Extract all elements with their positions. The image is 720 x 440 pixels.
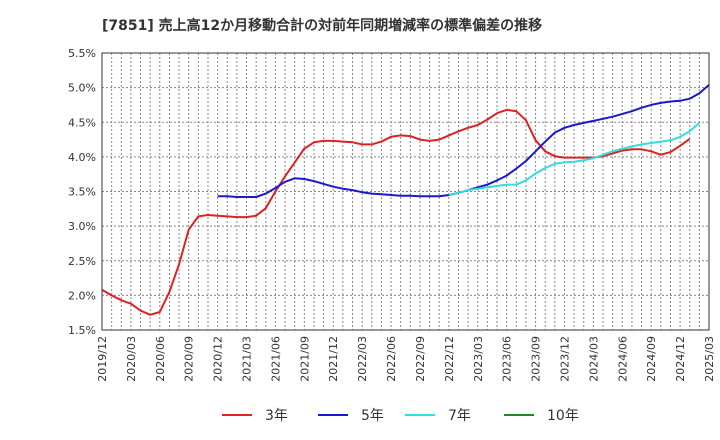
y-tick-label: 5.0%	[68, 82, 96, 95]
x-tick-label: 2021/09	[298, 336, 311, 382]
x-tick-label: 2025/03	[703, 336, 716, 382]
y-axis-ticks: 1.5% 2.0% 2.5% 3.0% 3.5% 4.0% 4.5% 5.0% 5.5%	[68, 47, 96, 337]
y-tick-label: 4.5%	[68, 116, 96, 129]
x-tick-label: 2019/12	[96, 336, 109, 382]
x-axis-ticks: 2019/12 2020/03 2020/06 2020/09 2020/12 2021/…	[96, 336, 716, 382]
y-tick-label: 3.0%	[68, 220, 96, 233]
x-tick-label: 2023/03	[472, 336, 485, 382]
x-tick-label: 2024/06	[616, 336, 629, 382]
y-tick-label: 1.5%	[68, 324, 96, 337]
plot-area	[102, 53, 709, 330]
legend-label: 10年	[547, 408, 579, 424]
y-tick-label: 4.0%	[68, 151, 96, 164]
x-tick-label: 2021/12	[327, 336, 340, 382]
legend-label: 5年	[361, 408, 384, 424]
plot-border	[101, 52, 710, 331]
x-tick-label: 2020/03	[125, 336, 138, 382]
x-tick-label: 2022/12	[443, 336, 456, 382]
x-tick-label: 2023/09	[530, 336, 543, 382]
legend-label: 7年	[448, 408, 471, 424]
x-tick-label: 2024/03	[587, 336, 600, 382]
x-tick-label: 2023/12	[558, 336, 571, 382]
x-tick-label: 2020/12	[212, 336, 225, 382]
legend-label: 3年	[265, 408, 288, 424]
x-tick-label: 2024/12	[674, 336, 687, 382]
x-tick-label: 2020/09	[183, 336, 196, 382]
y-tick-label: 3.5%	[68, 186, 96, 199]
x-tick-label: 2021/06	[269, 336, 282, 382]
series-line	[101, 108, 691, 316]
x-tick-label: 2022/09	[414, 336, 427, 382]
x-tick-label: 2023/06	[501, 336, 514, 382]
x-tick-label: 2021/03	[241, 336, 254, 382]
x-tick-label: 2022/03	[356, 336, 369, 382]
x-tick-label: 2020/06	[154, 336, 167, 382]
x-tick-label: 2024/09	[645, 336, 658, 382]
series-line	[448, 122, 701, 196]
y-tick-label: 5.5%	[68, 47, 96, 60]
series-lines	[101, 84, 710, 316]
chart-title: [7851] 売上高12か月移動合計の対前年同期増減率の標準偏差の推移	[102, 17, 542, 34]
grid	[102, 53, 709, 330]
legend: 3年 5年 7年 10年	[222, 408, 579, 424]
y-tick-label: 2.0%	[68, 289, 96, 302]
y-tick-label: 2.5%	[68, 255, 96, 268]
x-tick-label: 2022/06	[385, 336, 398, 382]
